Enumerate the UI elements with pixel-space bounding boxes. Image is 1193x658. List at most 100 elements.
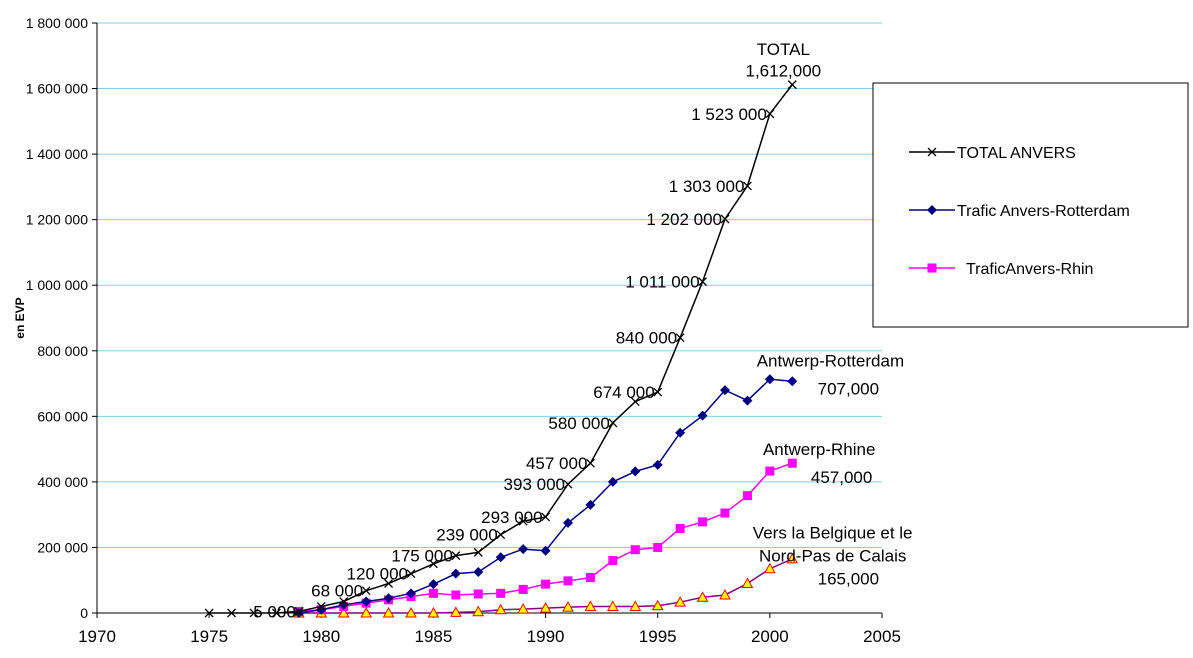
data-point [787, 80, 797, 90]
data-point [382, 606, 395, 618]
data-point [450, 606, 462, 617]
data-point [316, 601, 326, 611]
y-tick-label: 1 200 000 [26, 212, 88, 228]
data-point [383, 593, 394, 604]
data-point [742, 181, 752, 191]
data-point [630, 545, 640, 555]
data-point [742, 491, 752, 501]
data-point [563, 479, 573, 489]
data-point [428, 588, 438, 598]
data-point [406, 569, 416, 579]
data-point [720, 508, 730, 518]
data-point [607, 476, 618, 487]
data-label: Nord-Pas de Calais [759, 547, 906, 566]
data-point [541, 512, 551, 522]
data-point [585, 573, 595, 583]
data-point [698, 517, 708, 527]
data-point [518, 544, 529, 555]
y-tick-label: 800 000 [37, 343, 88, 359]
data-point [473, 589, 483, 599]
data-label: 68 000 [311, 582, 363, 601]
data-point [720, 214, 730, 224]
data-point [786, 552, 799, 564]
x-tick-label: 1990 [527, 627, 565, 646]
data-label: Antwerp-Rhine [763, 440, 875, 459]
legend-item: TraficAnvers-Rhin [909, 261, 1093, 278]
data-point [472, 605, 485, 617]
legend: TOTAL ANVERS Trafic Anvers-Rotterdam Trafi… [872, 82, 1189, 328]
x-tick-label: 1985 [415, 627, 453, 646]
data-point [608, 418, 618, 428]
y-tick-label: 1 400 000 [26, 146, 88, 162]
y-tick-label: 0 [80, 605, 88, 621]
data-point [518, 516, 528, 526]
y-tick-label: 600 000 [37, 408, 88, 424]
data-point [629, 600, 642, 611]
data-label: 840 000 [616, 329, 677, 348]
data-point [496, 530, 506, 540]
data-point [675, 427, 686, 438]
y-tick-label: 1 600 000 [26, 81, 88, 97]
data-point [652, 459, 663, 470]
data-point [473, 567, 484, 578]
data-point [227, 608, 237, 618]
data-point [787, 458, 797, 468]
data-point [271, 608, 281, 618]
data-point [450, 568, 461, 579]
data-point [584, 600, 597, 611]
data-point [585, 458, 595, 468]
data-label: 393 000 [504, 475, 565, 494]
data-label: 1 303 000 [669, 177, 745, 196]
x-ticks: 1970 1975 1980 1985 1990 1995 2000 2005 [78, 613, 901, 646]
data-label: TOTAL [757, 40, 810, 59]
data-point [927, 205, 937, 215]
data-label: 165,000 [818, 570, 879, 589]
data-point [361, 596, 372, 607]
data-point [674, 596, 686, 607]
data-point [406, 588, 416, 599]
y-tick-label: 1 800 000 [26, 15, 88, 31]
x-tick-label: 2005 [863, 627, 901, 646]
data-point [517, 603, 529, 614]
legend-label: Trafic Anvers-Rotterdam [957, 203, 1130, 220]
data-label: 1,612,000 [745, 62, 821, 81]
data-point [719, 588, 731, 600]
data-point [608, 556, 618, 566]
x-tick-label: 1980 [302, 627, 340, 646]
data-point [294, 606, 304, 616]
data-point [675, 523, 685, 533]
data-label: 674 000 [593, 383, 654, 402]
data-point [427, 606, 440, 618]
data-point [787, 376, 798, 387]
data-point [764, 374, 775, 385]
data-point [927, 147, 937, 157]
data-point [765, 109, 775, 119]
data-point [585, 499, 596, 510]
data-point [473, 547, 483, 557]
data-point [651, 599, 664, 611]
x-tick-label: 1970 [78, 627, 116, 646]
legend-label: TraficAnvers-Rhin [966, 261, 1093, 278]
data-label: 1 202 000 [646, 210, 722, 229]
data-point [563, 517, 573, 528]
data-point [764, 562, 776, 574]
data-point [361, 586, 371, 596]
data-point [697, 410, 708, 421]
data-point [428, 579, 439, 590]
data-point [495, 552, 506, 563]
x-tick-label: 2000 [751, 627, 789, 646]
data-point [428, 559, 438, 569]
data-point [541, 579, 551, 589]
data-point [405, 606, 417, 618]
data-point [927, 263, 937, 273]
data-point [384, 579, 394, 588]
data-point [698, 277, 708, 287]
legend-item: TOTAL ANVERS [909, 145, 1076, 162]
data-point [539, 602, 552, 613]
gridlines [97, 22, 882, 548]
y-tick-label: 400 000 [37, 474, 88, 490]
data-label: 1 011 000 [625, 273, 699, 292]
data-point [496, 588, 506, 598]
data-label: 707,000 [818, 379, 879, 398]
